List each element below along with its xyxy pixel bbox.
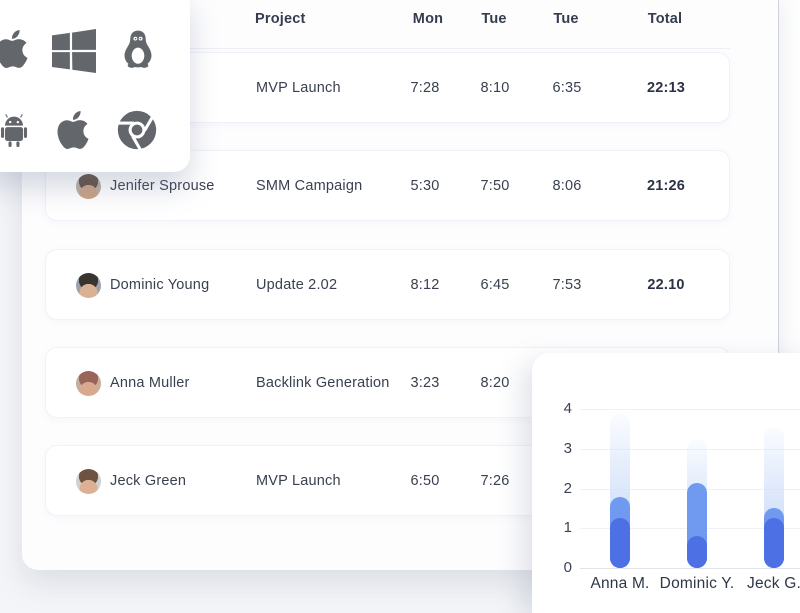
- header-divider: [45, 48, 730, 49]
- y-axis-tick: 1: [563, 519, 572, 537]
- time-tue-2: 8:06: [552, 177, 582, 194]
- x-axis-label: Jeck G.: [747, 575, 800, 592]
- bar-segment-dark-blue: [687, 536, 707, 568]
- bar-segment-dark-blue: [764, 518, 784, 568]
- column-header-tue-2: Tue: [553, 11, 579, 27]
- column-header-mon: Mon: [412, 11, 444, 27]
- time-mon: 6:50: [410, 472, 440, 489]
- windows-icon[interactable]: [48, 25, 100, 77]
- x-axis-label: Dominic Y.: [659, 575, 735, 592]
- project-name: Update 2.02: [256, 276, 338, 293]
- time-tue: 6:45: [480, 276, 510, 293]
- y-axis-tick: 2: [563, 479, 572, 497]
- employee-name: Dominic Young: [110, 276, 210, 293]
- y-axis-tick: 0: [563, 559, 572, 576]
- column-header-project: Project: [255, 11, 306, 27]
- project-name: MVP Launch: [256, 472, 341, 489]
- employee-name: Jenifer Sprouse: [110, 177, 215, 194]
- column-header-tue: Tue: [481, 11, 507, 27]
- time-mon: 5:30: [410, 177, 440, 194]
- gridline: [580, 409, 800, 411]
- android-icon[interactable]: [0, 104, 40, 156]
- time-total: 22:13: [646, 79, 686, 96]
- time-tue-2: 6:35: [552, 79, 582, 96]
- bar-group-dominic-y: [687, 438, 707, 568]
- employee-name: Anna Muller: [110, 374, 190, 391]
- time-tue: 7:50: [480, 177, 510, 194]
- column-header-total: Total: [647, 11, 683, 27]
- linux-icon[interactable]: [112, 23, 164, 75]
- chrome-icon[interactable]: [111, 104, 163, 156]
- time-tue: 8:10: [480, 79, 510, 96]
- apple-icon[interactable]: [47, 104, 99, 156]
- employee-name: Jeck Green: [110, 472, 187, 489]
- time-total: 21:26: [646, 177, 686, 194]
- table-row[interactable]: Dominic Young Update 2.02 8:12 6:45 7:53 22.1…: [45, 249, 730, 320]
- bar-group-jeck-g: [764, 427, 784, 568]
- gridline: [580, 568, 800, 569]
- y-axis-tick: 4: [563, 400, 572, 418]
- background-card: [778, 0, 800, 355]
- time-chart-panel: 0 1 2 3 4 Anna M. Dominic Y. Jeck G.: [532, 353, 800, 613]
- avatar: [76, 371, 101, 396]
- bar-group-anna-m: [610, 413, 630, 568]
- platform-panel: [0, 0, 190, 172]
- time-mon: 7:28: [410, 79, 440, 96]
- project-name: Backlink Generation: [256, 374, 390, 391]
- bar-segment-dark-blue: [610, 518, 630, 568]
- avatar: [76, 469, 101, 494]
- project-name: SMM Campaign: [256, 177, 363, 194]
- avatar: [76, 174, 101, 199]
- project-name: MVP Launch: [256, 79, 341, 96]
- time-mon: 8:12: [410, 276, 440, 293]
- time-total: 22.10: [647, 276, 685, 293]
- y-axis-tick: 3: [563, 439, 572, 457]
- time-tue: 8:20: [480, 374, 510, 391]
- apple-icon[interactable]: [0, 23, 38, 75]
- time-mon: 3:23: [410, 374, 440, 391]
- avatar: [76, 273, 101, 298]
- time-tue-2: 7:53: [552, 276, 582, 293]
- time-tue: 7:26: [480, 472, 510, 489]
- x-axis-label: Anna M.: [590, 575, 650, 592]
